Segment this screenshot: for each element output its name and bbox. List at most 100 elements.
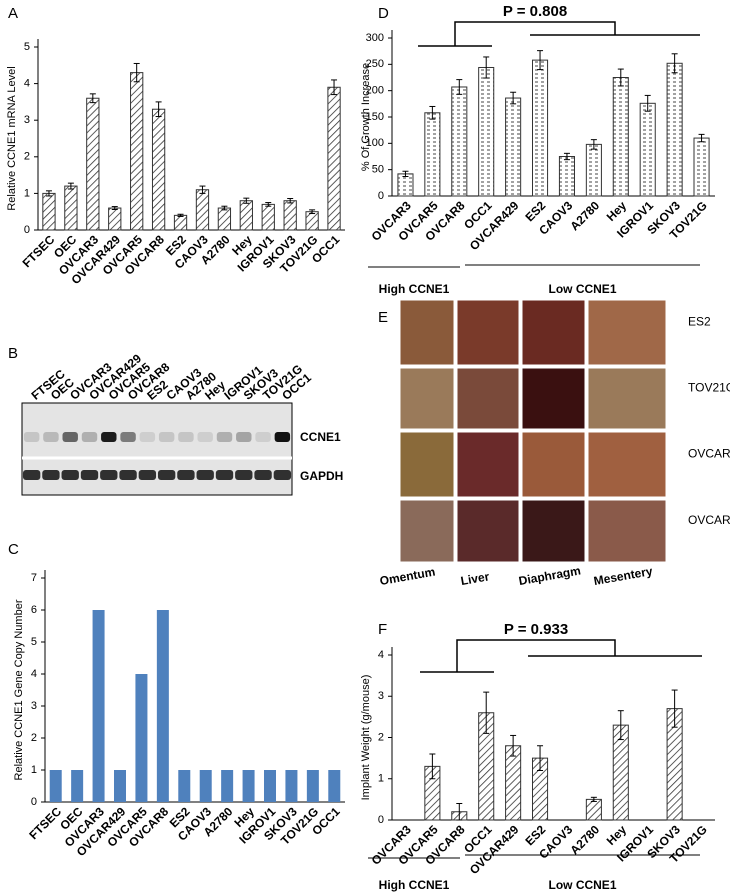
y-tick-label: 5 [24,41,30,53]
y-axis-label: Relative CCNE1 mRNA Level [6,66,18,210]
y-tick-label: 0 [378,814,384,826]
bar [151,108,166,231]
blot-row-label: CCNE1 [300,430,341,444]
blot-band [61,470,79,480]
y-tick-label: 7 [31,572,37,584]
y-tick-label: 100 [366,137,384,149]
bar [558,156,575,197]
blot-band [80,470,99,480]
bar [305,211,319,231]
bar [505,745,522,821]
photo [456,499,520,563]
bar [86,97,100,231]
photo [521,367,586,430]
blot-band [119,470,137,480]
photo [521,299,586,366]
panel-label: D [378,5,389,22]
y-tick-label: 0 [378,190,384,202]
bracket [420,639,702,673]
bar [239,200,253,231]
blot-band [273,470,292,480]
blot-band [101,432,117,442]
blot-band [254,470,272,480]
photo [456,299,520,366]
y-tick-label: 5 [31,636,37,648]
blot-band [255,432,271,442]
blot-band [196,470,214,480]
photo-column-label: Diaphragm [518,563,582,588]
y-tick-label: 150 [366,111,384,123]
blot-band [215,470,234,480]
bar [49,770,62,802]
panel-label: C [8,541,19,558]
blot-band [235,470,253,480]
blot-band [197,432,213,442]
y-tick-label: 0 [31,796,37,808]
blot-row-label: GAPDH [300,469,343,483]
annotation: P = 0.808 [503,3,567,20]
photo [587,299,667,366]
y-tick-label: 1 [31,764,37,776]
group-label: High CCNE1 [379,282,450,296]
photo-row-label: TOV21G [688,381,730,395]
bar [221,770,234,802]
bar [156,610,169,802]
photo [521,499,586,563]
photo [399,367,455,430]
bar [283,200,297,231]
y-tick-label: 250 [366,58,384,70]
photo [587,431,667,498]
y-tick-label: 1 [378,773,384,785]
panel-label: A [8,5,18,22]
bar [114,770,126,802]
blot [21,402,293,496]
blot-band [62,432,78,442]
blot-band [23,432,40,442]
blot-band [177,470,195,480]
bar [71,770,84,802]
bar [64,185,78,231]
y-tick-label: 300 [366,32,384,44]
blot-band [158,432,175,442]
x-tick-label: A2780 [567,198,602,233]
blot-band [274,432,291,442]
bar [92,610,105,802]
group-label: Low CCNE1 [548,282,616,296]
y-tick-label: 6 [31,604,37,616]
y-axis-label: % Of Growth Increase [360,63,372,171]
bar [242,770,255,802]
group-label: Low CCNE1 [548,878,616,892]
bar [195,189,210,231]
photo [587,367,667,430]
bar [108,207,122,231]
group-label: High CCNE1 [379,878,450,892]
bar [199,770,212,802]
y-tick-label: 4 [24,78,30,90]
photo [456,367,520,430]
bar [397,173,414,197]
photo-column-label: Liver [460,569,491,588]
blot-band [81,432,98,442]
y-tick-label: 3 [24,114,30,126]
bar [424,112,441,197]
bar [585,143,602,197]
photo [587,499,667,563]
blot-band [139,432,156,442]
bracket [418,21,700,47]
bar [42,192,56,231]
bar [666,62,683,197]
blot-band [178,432,194,442]
photo-column-label: Mesentery [593,564,654,588]
blot-band [22,470,41,480]
photo [521,431,586,498]
blot-band [43,432,59,442]
photo-row-label: OVCAR3 [688,513,730,527]
bar [261,203,275,231]
bar [327,86,341,231]
photo [399,499,455,563]
bar [451,86,468,197]
y-tick-label: 200 [366,85,384,97]
blot-band [138,470,157,480]
bar [178,770,191,802]
